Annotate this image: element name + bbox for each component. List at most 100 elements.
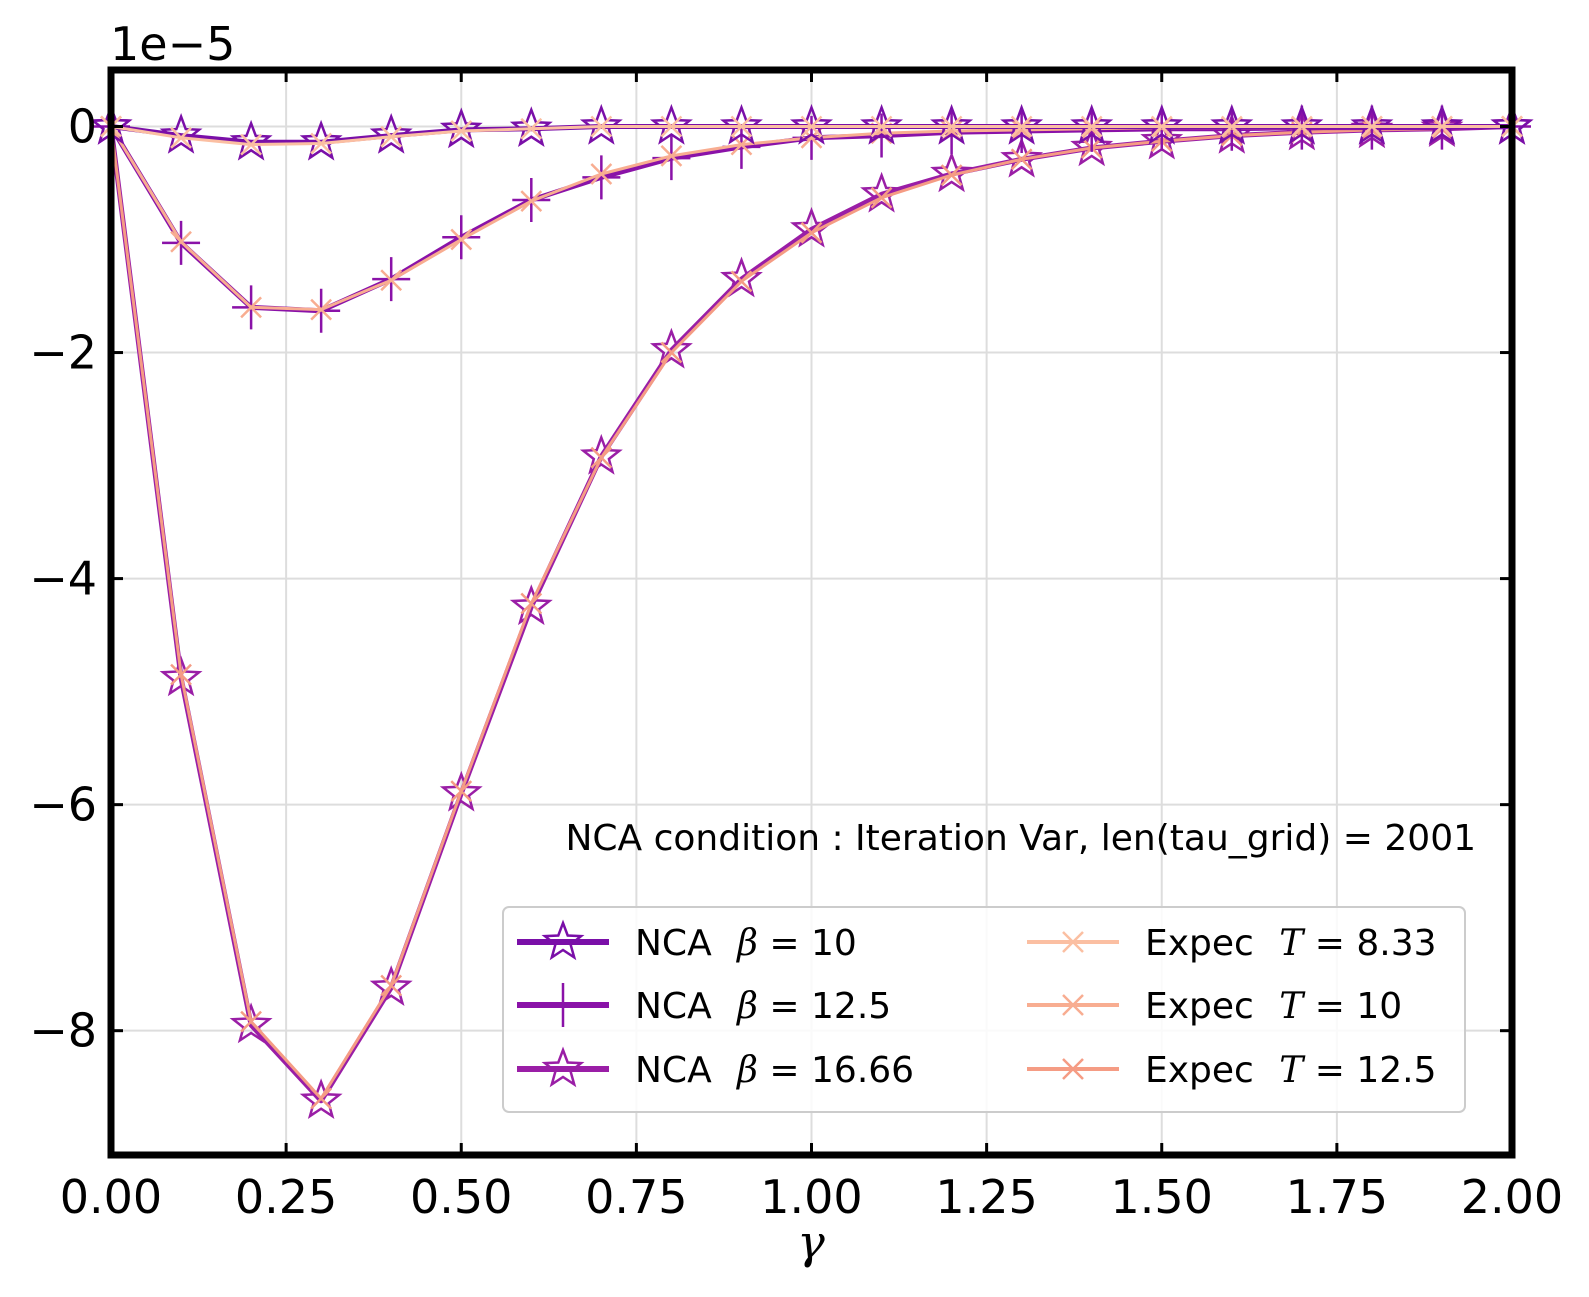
data-point <box>860 103 904 145</box>
data-point <box>380 125 403 148</box>
data-point <box>1010 119 1033 141</box>
legend-item-3: NCA β = 16.66 <box>517 1046 914 1091</box>
data-point <box>299 119 343 161</box>
data-point <box>719 103 763 145</box>
data-point <box>1280 103 1324 145</box>
data-point <box>170 230 192 253</box>
x-tick-label: 1.25 <box>935 1170 1037 1224</box>
data-point <box>579 103 623 145</box>
legend-label-prefix: Expec <box>1145 986 1265 1027</box>
legend-label-value: = 16.66 <box>758 1050 914 1091</box>
legend-label: Expec T = 10 <box>1145 986 1402 1027</box>
data-point <box>789 103 834 145</box>
data-point <box>860 171 904 213</box>
legend-label-prefix: NCA <box>635 986 723 1027</box>
legend-label: Expec T = 8.33 <box>1145 923 1437 964</box>
data-point <box>450 228 473 251</box>
data-point <box>299 1078 343 1120</box>
y-tick-label: 0 <box>68 100 97 154</box>
legend-item-5: Expec T = 10 <box>1027 986 1402 1027</box>
data-point <box>170 663 192 686</box>
data-point <box>229 119 273 161</box>
data-point <box>800 115 823 138</box>
data-point <box>310 298 333 321</box>
data-point <box>730 115 753 138</box>
data-point <box>1000 136 1044 178</box>
legend-label-variable: T <box>1279 986 1306 1027</box>
data-point <box>590 446 613 469</box>
data-point <box>930 151 974 193</box>
data-point <box>870 186 893 209</box>
legend-label-variable: β <box>735 1050 758 1091</box>
legend-label: NCA β = 10 <box>635 923 857 964</box>
x-tick-label: 0.00 <box>60 1170 162 1224</box>
annotation-text: NCA condition : Iteration Var, len(tau_g… <box>565 818 1476 859</box>
data-point <box>1431 115 1453 138</box>
legend-label-prefix: Expec <box>1145 1050 1265 1091</box>
legend-item-2: NCA β = 12.5 <box>517 983 891 1027</box>
data-point <box>1070 103 1114 145</box>
data-point <box>310 132 333 155</box>
data-point <box>369 113 413 154</box>
data-point <box>1010 115 1033 138</box>
data-point <box>1290 115 1313 138</box>
y-tick-label: −2 <box>29 326 97 380</box>
data-point <box>369 965 413 1006</box>
data-point <box>1361 115 1383 138</box>
legend-label: NCA β = 12.5 <box>635 986 891 1027</box>
legend-label-variable: T <box>1279 1050 1306 1091</box>
series-4 <box>100 115 1523 156</box>
data-point <box>660 341 683 364</box>
legend-label-prefix: Expec <box>1145 923 1265 964</box>
data-point <box>450 780 473 802</box>
legend-label-variable: β <box>735 923 758 964</box>
x-axis-label: γ <box>797 1215 825 1269</box>
data-point <box>380 269 403 292</box>
data-point <box>870 115 893 138</box>
data-point <box>520 190 543 212</box>
data-point <box>649 103 693 145</box>
x-tick-label: 0.25 <box>235 1170 337 1224</box>
legend-label-variable: T <box>1279 923 1306 964</box>
data-point <box>439 107 483 149</box>
legend-label-value: = 12.5 <box>758 986 891 1027</box>
x-tick-label: 1.00 <box>760 1170 862 1224</box>
y-tick-label: −4 <box>29 552 97 606</box>
legend-item-4: Expec T = 8.33 <box>1027 923 1437 964</box>
x-tick-label: 1.50 <box>1111 1170 1213 1224</box>
data-point <box>930 103 974 145</box>
data-point <box>1070 125 1114 167</box>
legend-label-variable: β <box>735 986 758 1027</box>
legend-swatch-marker <box>541 919 585 961</box>
data-point <box>439 770 483 812</box>
data-point <box>170 126 192 149</box>
data-point <box>582 155 621 200</box>
x-tick-label: 2.00 <box>1461 1170 1563 1224</box>
data-point <box>240 1010 262 1033</box>
data-point <box>1210 103 1254 145</box>
legend-label-value: = 10 <box>758 923 857 964</box>
legend-swatch-marker <box>541 1046 585 1088</box>
legend-swatch-marker <box>1062 1058 1084 1080</box>
data-point <box>1080 115 1103 138</box>
legend-label-prefix: NCA <box>635 1050 723 1091</box>
offset-text: 1e−5 <box>110 17 235 71</box>
data-point <box>159 113 203 154</box>
data-point <box>380 974 403 997</box>
data-point <box>660 145 683 167</box>
legend-label-value: = 12.5 <box>1303 1050 1436 1091</box>
legend-swatch-marker <box>1062 994 1084 1016</box>
legend-label-prefix: NCA <box>635 923 723 964</box>
data-point <box>520 592 543 615</box>
legend-label: NCA β = 16.66 <box>635 1050 914 1091</box>
data-point <box>789 206 834 248</box>
data-point <box>310 1087 333 1110</box>
data-point <box>442 215 481 260</box>
legend-box <box>502 906 1466 1113</box>
data-point <box>1150 115 1173 138</box>
data-point <box>940 164 963 186</box>
data-point <box>450 120 473 142</box>
legend-item-6: Expec T = 12.5 <box>1027 1050 1437 1091</box>
